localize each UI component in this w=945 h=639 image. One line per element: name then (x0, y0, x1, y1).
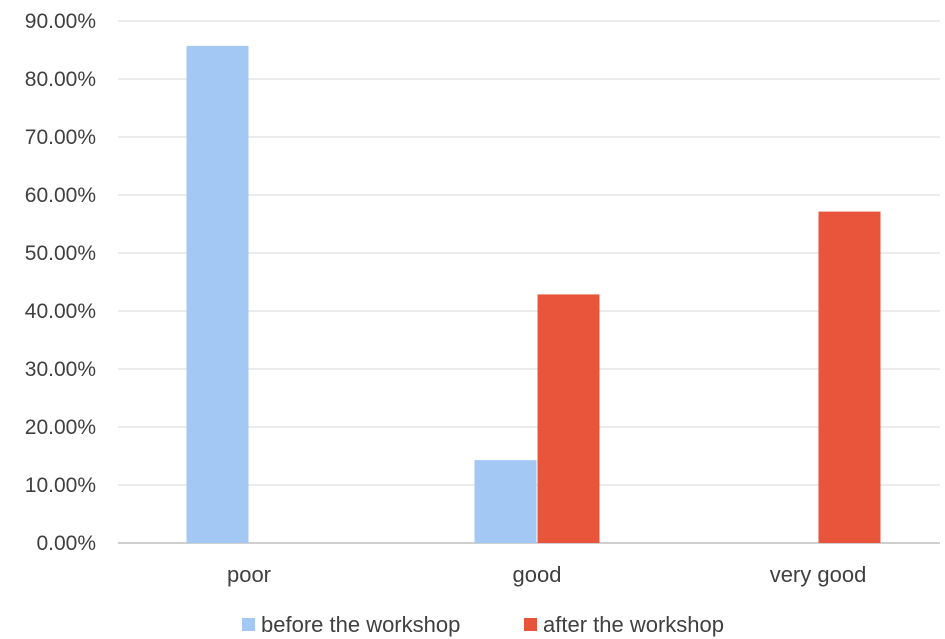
gridlines (118, 20, 940, 544)
y-tick-label: 0.00% (36, 532, 96, 555)
bar-after-good (537, 294, 600, 543)
bar-before-poor (186, 45, 249, 544)
y-tick-label: 90.00% (25, 10, 96, 33)
legend: before the workshop after the workshop (242, 612, 724, 637)
legend-swatch-before (242, 618, 255, 631)
bar-before-good (474, 460, 537, 543)
bars (186, 45, 881, 544)
y-tick-label: 10.00% (25, 474, 96, 497)
y-tick-label: 70.00% (25, 126, 96, 149)
y-tick-label: 30.00% (25, 358, 96, 381)
x-axis-categories: poor good very good (227, 562, 866, 587)
legend-label-after: after the workshop (543, 612, 724, 637)
y-tick-label: 60.00% (25, 184, 96, 207)
y-tick-label: 80.00% (25, 68, 96, 91)
y-tick-label: 40.00% (25, 300, 96, 323)
legend-label-before: before the workshop (261, 612, 460, 637)
bar-after-very-good (818, 211, 881, 543)
y-tick-label: 50.00% (25, 242, 96, 265)
x-category-label: poor (227, 562, 271, 587)
y-tick-label: 20.00% (25, 416, 96, 439)
legend-swatch-after (524, 618, 537, 631)
x-category-label: very good (770, 562, 867, 587)
y-axis-ticks: 0.00% 10.00% 20.00% 30.00% 40.00% 50.00% 60.00… (25, 10, 96, 555)
x-category-label: good (513, 562, 562, 587)
